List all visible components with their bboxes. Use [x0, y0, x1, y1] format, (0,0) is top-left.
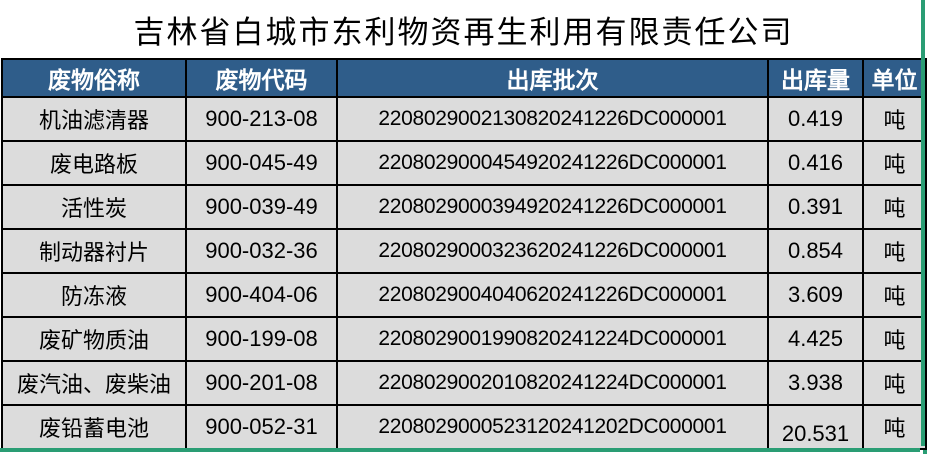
table-row: 机油滤清器 900-213-08 2208029002130820241226D… [1, 96, 927, 142]
cell-outbound-quantity[interactable]: 0.854 [767, 228, 864, 274]
cell-outbound-quantity[interactable]: 0.391 [767, 184, 864, 230]
cell-outbound-quantity[interactable]: 3.938 [767, 360, 864, 406]
cell-waste-name[interactable]: 废矿物质油 [1, 316, 187, 362]
cell-outbound-quantity[interactable]: 0.419 [767, 96, 864, 142]
cell-waste-code[interactable]: 900-199-08 [185, 316, 338, 362]
table-row: 废铅蓄电池 900-052-31 2208029000523120241202D… [1, 404, 927, 450]
table-row: 废矿物质油 900-199-08 2208029001990820241224D… [1, 316, 927, 362]
company-title: 吉林省白城市东利物资再生利用有限责任公司 [133, 14, 794, 50]
cell-unit[interactable]: 吨 [862, 96, 927, 142]
cell-outbound-batch[interactable]: 2208029002010820241224DC000001 [336, 360, 769, 406]
cell-outbound-quantity[interactable]: 3.609 [767, 272, 864, 318]
cell-outbound-batch[interactable]: 2208029001990820241224DC000001 [336, 316, 769, 362]
cell-waste-name[interactable]: 废铅蓄电池 [1, 404, 187, 450]
table-row: 防冻液 900-404-06 2208029004040620241226DC0… [1, 272, 927, 318]
cell-waste-code[interactable]: 900-404-06 [185, 272, 338, 318]
selection-border-right [921, 0, 925, 446]
header-waste-name[interactable]: 废物俗称 [1, 58, 187, 98]
waste-outbound-table: 废物俗称 废物代码 出库批次 出库量 单位 机油滤清器 900-213-08 2… [1, 58, 927, 450]
cell-waste-code[interactable]: 900-213-08 [185, 96, 338, 142]
cell-waste-code[interactable]: 900-039-49 [185, 184, 338, 230]
cell-unit[interactable]: 吨 [862, 228, 927, 274]
cell-outbound-batch[interactable]: 2208029000394920241226DC000001 [336, 184, 769, 230]
cell-waste-name[interactable]: 废汽油、废柴油 [1, 360, 187, 406]
cell-unit[interactable]: 吨 [862, 360, 927, 406]
selection-border-corner [923, 450, 927, 454]
cell-outbound-batch[interactable]: 2208029004040620241226DC000001 [336, 272, 769, 318]
cell-unit[interactable]: 吨 [862, 404, 927, 450]
table-row: 废电路板 900-045-49 2208029000454920241226DC… [1, 140, 927, 186]
cell-waste-name[interactable]: 机油滤清器 [1, 96, 187, 142]
cell-unit[interactable]: 吨 [862, 316, 927, 362]
cell-waste-name[interactable]: 活性炭 [1, 184, 187, 230]
header-outbound-batch[interactable]: 出库批次 [336, 58, 769, 98]
cell-waste-name[interactable]: 防冻液 [1, 272, 187, 318]
cell-outbound-batch[interactable]: 2208029002130820241226DC000001 [336, 96, 769, 142]
table-row: 活性炭 900-039-49 2208029000394920241226DC0… [1, 184, 927, 230]
cell-unit[interactable]: 吨 [862, 140, 927, 186]
selection-border-bottom [0, 448, 920, 452]
cell-outbound-batch[interactable]: 2208029000454920241226DC000001 [336, 140, 769, 186]
cell-waste-code[interactable]: 900-052-31 [185, 404, 338, 450]
table-header-row: 废物俗称 废物代码 出库批次 出库量 单位 [1, 58, 927, 98]
cell-unit[interactable]: 吨 [862, 272, 927, 318]
cell-outbound-quantity[interactable]: 20.531 [767, 404, 864, 450]
cell-outbound-quantity[interactable]: 0.416 [767, 140, 864, 186]
table-row: 废汽油、废柴油 900-201-08 220802900201082024122… [1, 360, 927, 406]
cell-waste-name[interactable]: 制动器衬片 [1, 228, 187, 274]
cell-outbound-batch[interactable]: 2208029000323620241226DC000001 [336, 228, 769, 274]
table-row: 制动器衬片 900-032-36 2208029000323620241226D… [1, 228, 927, 274]
cell-outbound-batch[interactable]: 2208029000523120241202DC000001 [336, 404, 769, 450]
header-unit[interactable]: 单位 [862, 58, 927, 98]
cell-waste-code[interactable]: 900-032-36 [185, 228, 338, 274]
cell-outbound-quantity[interactable]: 4.425 [767, 316, 864, 362]
cell-waste-name[interactable]: 废电路板 [1, 140, 187, 186]
cell-waste-code[interactable]: 900-201-08 [185, 360, 338, 406]
header-outbound-quantity[interactable]: 出库量 [767, 58, 864, 98]
cell-unit[interactable]: 吨 [862, 184, 927, 230]
header-waste-code[interactable]: 废物代码 [185, 58, 338, 98]
cell-waste-code[interactable]: 900-045-49 [185, 140, 338, 186]
